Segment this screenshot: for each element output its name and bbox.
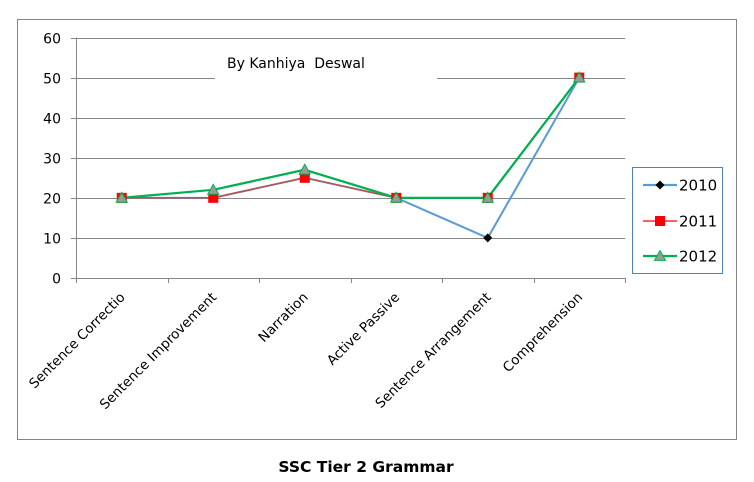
diamond-marker-icon bbox=[483, 233, 493, 243]
triangle-marker-icon bbox=[389, 191, 403, 203]
series-2012 bbox=[121, 76, 581, 199]
series-line bbox=[121, 76, 581, 199]
y-tick-label: 10 bbox=[43, 232, 61, 248]
chart-frame bbox=[17, 19, 737, 440]
legend[interactable]: 2010 2011 2012 bbox=[632, 167, 723, 274]
legend-label: 2010 bbox=[679, 177, 717, 195]
triangle-marker-icon bbox=[115, 191, 129, 203]
y-tick-label: 50 bbox=[43, 72, 61, 88]
triangle-marker-icon bbox=[481, 191, 495, 203]
series-markers-2012 bbox=[115, 71, 586, 203]
y-tick-label: 40 bbox=[43, 112, 61, 128]
legend-label: 2011 bbox=[679, 213, 717, 231]
annotation-box bbox=[215, 50, 437, 82]
triangle-marker-icon bbox=[206, 183, 220, 195]
chart-title: SSC Tier 2 Grammar bbox=[278, 458, 454, 476]
legend-label: 2012 bbox=[679, 248, 717, 266]
data-series bbox=[115, 71, 586, 243]
diamond-marker-icon bbox=[655, 180, 665, 190]
triangle-marker-icon bbox=[298, 163, 312, 175]
legend-item-2010[interactable]: 2010 bbox=[643, 177, 717, 195]
triangle-marker-icon bbox=[572, 71, 586, 83]
y-tick-label: 60 bbox=[43, 32, 61, 48]
axes bbox=[71, 37, 626, 283]
y-tick-label: 20 bbox=[43, 192, 61, 208]
y-tick-label: 0 bbox=[52, 272, 61, 288]
author-annotation: By Kanhiya Deswal bbox=[227, 56, 365, 72]
triangle-marker-icon bbox=[653, 249, 667, 261]
legend-item-2012[interactable]: 2012 bbox=[643, 248, 717, 266]
y-axis-tick-labels: 0 10 20 30 40 50 60 bbox=[43, 32, 61, 288]
legend-item-2011[interactable]: 2011 bbox=[643, 213, 717, 231]
square-marker-icon bbox=[655, 216, 665, 226]
square-marker-icon bbox=[299, 172, 310, 183]
y-tick-label: 30 bbox=[43, 152, 61, 168]
square-marker-icon bbox=[208, 192, 219, 203]
